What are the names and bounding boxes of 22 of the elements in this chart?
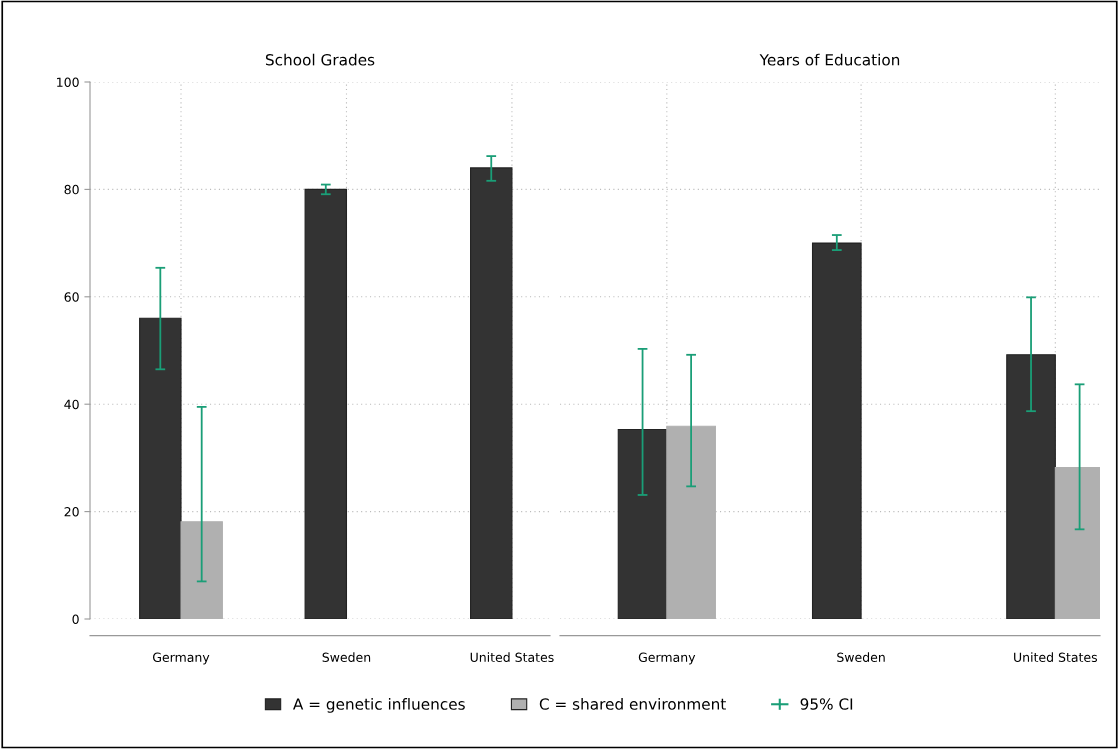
x-tick-label: Germany <box>638 652 696 665</box>
x-tick-label: Germany <box>152 652 210 665</box>
y-tick-label: 20 <box>64 507 79 517</box>
bar <box>139 317 182 619</box>
bar <box>470 167 513 619</box>
x-tick-label: United States <box>470 652 554 663</box>
legend-label: A = genetic influences <box>293 697 465 713</box>
text: 95% CI <box>800 698 853 710</box>
y-tick-label: 0 <box>72 614 79 624</box>
bar <box>304 188 348 619</box>
chart-title: School Grades <box>265 53 375 66</box>
y-tick-label: 60 <box>64 292 79 302</box>
bar <box>811 242 862 619</box>
bar <box>617 428 668 619</box>
y-tick-label: 100 <box>57 77 79 87</box>
x-tick-label: Sweden <box>837 652 885 663</box>
y-tick-label: 40 <box>64 399 79 410</box>
y-tick-label: 80 <box>64 184 79 195</box>
chart-title: Years of Education <box>759 53 900 66</box>
legend-label: C = shared environment <box>539 697 726 710</box>
x-tick-label: Sweden <box>322 652 371 663</box>
x-tick-label: United States <box>1014 652 1098 663</box>
